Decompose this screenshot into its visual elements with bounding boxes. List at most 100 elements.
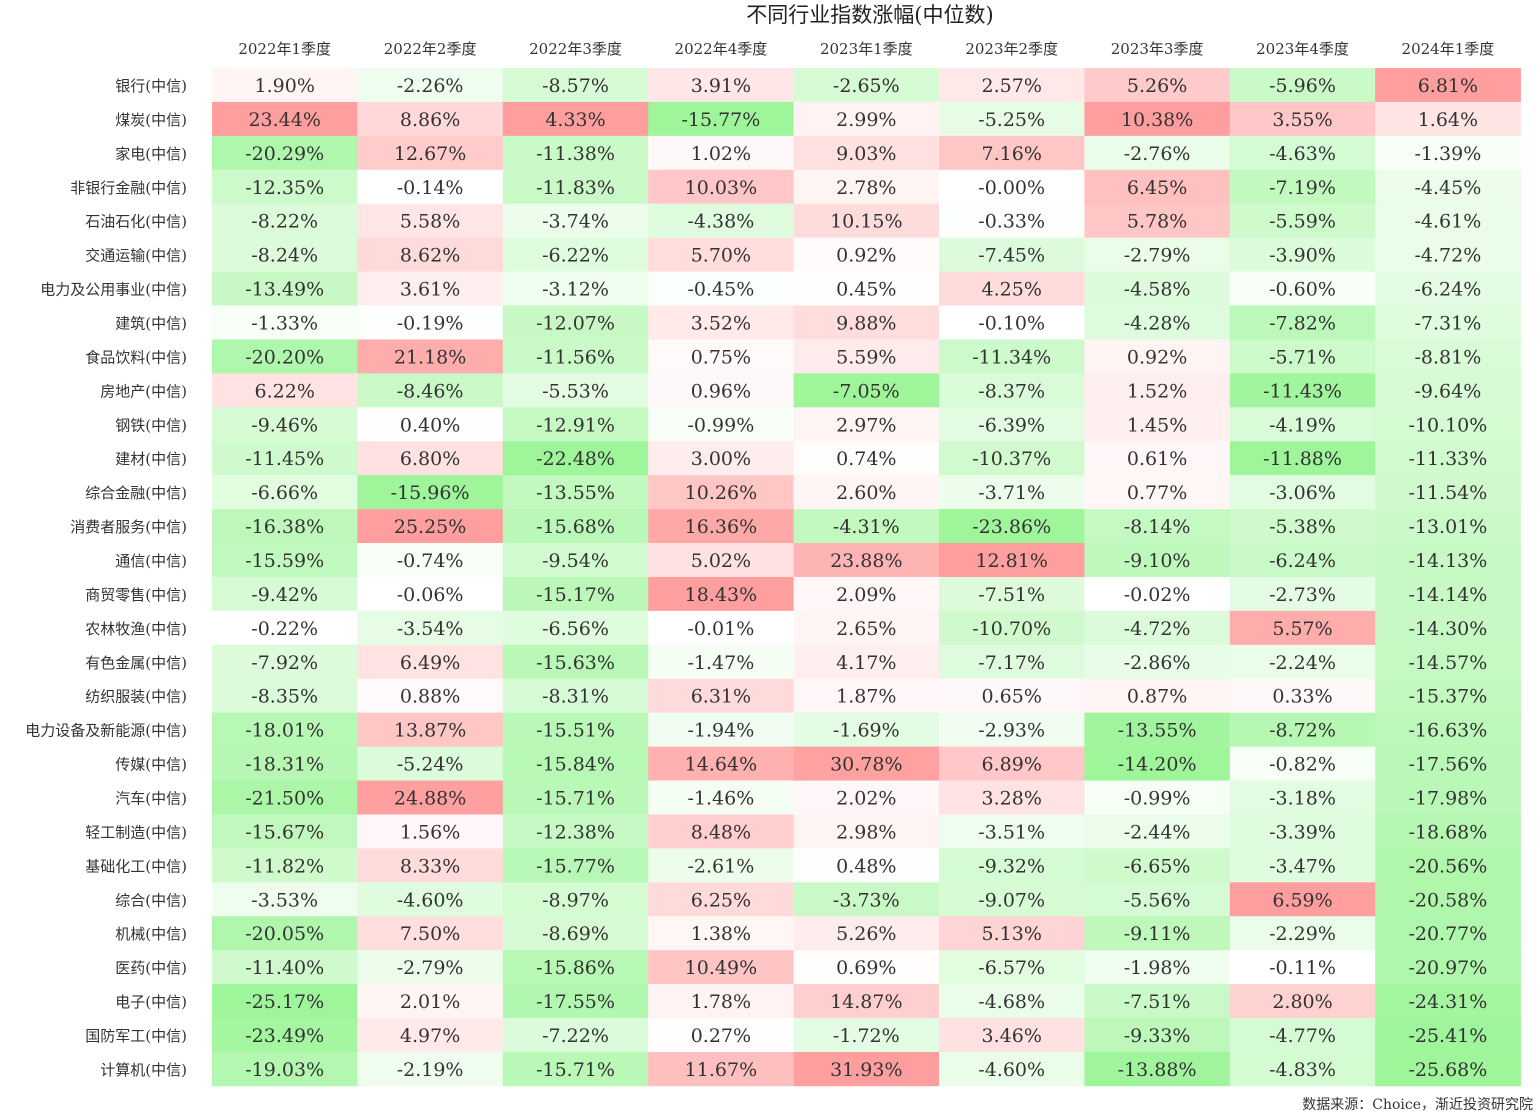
- cell-value: 24.88%: [394, 787, 466, 809]
- heatmap-cell: [1229, 610, 1376, 646]
- cell-value: -7.17%: [978, 652, 1045, 674]
- heatmap-cell: [502, 509, 649, 544]
- heatmap-cell: [1229, 984, 1376, 1019]
- cell-value: -7.51%: [1124, 991, 1191, 1013]
- heatmap-cell: [1084, 644, 1231, 680]
- cell-value: -6.24%: [1415, 279, 1482, 301]
- cell-value: -23.49%: [245, 1025, 324, 1047]
- cell-value: -8.46%: [397, 380, 464, 402]
- heatmap-cell: [212, 237, 358, 272]
- chart-title: 不同行业指数涨幅(中位数): [746, 3, 993, 27]
- cell-value: -15.68%: [536, 516, 615, 538]
- cell-value: -0.06%: [397, 584, 464, 606]
- cell-value: -12.91%: [536, 414, 615, 436]
- heatmap-cell: [1375, 882, 1521, 917]
- heatmap-cell: [1084, 169, 1231, 205]
- cell-value: -1.46%: [688, 787, 755, 809]
- cell-value: -21.50%: [245, 787, 324, 809]
- cell-value: 2.99%: [836, 109, 896, 131]
- cell-value: -20.56%: [1408, 855, 1487, 877]
- heatmap-cell: [793, 543, 940, 578]
- heatmap-cell: [648, 271, 794, 306]
- heatmap-cell: [1229, 169, 1376, 205]
- cell-value: -11.56%: [536, 346, 615, 368]
- heatmap-cell: [357, 1018, 504, 1053]
- heatmap-cell: [648, 984, 794, 1019]
- cell-value: 10.03%: [685, 177, 757, 199]
- heatmap-cell: [1375, 678, 1521, 713]
- cell-value: -5.24%: [397, 754, 464, 776]
- cell-value: -4.77%: [1269, 1025, 1336, 1047]
- cell-value: -1.33%: [251, 312, 318, 334]
- heatmap-cell: [1084, 576, 1231, 612]
- cell-value: 31.93%: [830, 1059, 902, 1081]
- heatmap-cell: [939, 271, 1085, 306]
- heatmap-cell: [502, 407, 649, 442]
- cell-value: -4.31%: [833, 516, 900, 538]
- cell-value: -15.17%: [536, 584, 615, 606]
- heatmap-cell: [1084, 712, 1231, 747]
- heatmap-cell: [793, 882, 940, 917]
- cell-value: -2.79%: [397, 957, 464, 979]
- heatmap-cell: [1229, 712, 1376, 747]
- column-header: 2023年4季度: [1256, 40, 1349, 58]
- cell-value: -10.37%: [972, 448, 1051, 470]
- cell-value: 2.01%: [400, 991, 460, 1013]
- cell-value: 0.74%: [836, 448, 896, 470]
- cell-value: -8.22%: [251, 211, 318, 233]
- cell-value: -15.51%: [536, 720, 615, 742]
- cell-value: -6.65%: [1124, 855, 1191, 877]
- heatmap-cell: [1375, 1051, 1521, 1087]
- cell-value: -25.17%: [245, 991, 324, 1013]
- cell-value: 5.78%: [1127, 211, 1187, 233]
- heatmap-cell: [648, 1018, 794, 1053]
- heatmap-cell: [1084, 441, 1231, 476]
- cell-value: 6.31%: [691, 686, 751, 708]
- cell-value: -7.19%: [1269, 177, 1336, 199]
- cell-value: 0.75%: [691, 346, 751, 368]
- heatmap-cell: [502, 1051, 649, 1087]
- heatmap-cell: [793, 576, 940, 612]
- row-label: 国防军工(中信): [85, 1027, 187, 1045]
- cell-value: -4.60%: [397, 889, 464, 911]
- heatmap-cell: [648, 746, 794, 781]
- heatmap-cell: [1084, 780, 1231, 815]
- cell-value: -0.01%: [688, 618, 755, 640]
- heatmap-cell: [1084, 68, 1231, 103]
- heatmap-cell: [1375, 746, 1521, 781]
- row-label: 电力设备及新能源(中信): [25, 722, 187, 740]
- cell-value: -0.19%: [397, 312, 464, 334]
- heatmap-cell: [212, 68, 358, 103]
- cell-value: 14.87%: [830, 991, 902, 1013]
- heatmap-cell: [648, 373, 794, 408]
- heatmap-cell: [502, 339, 649, 374]
- heatmap-cell: [793, 509, 940, 544]
- heatmap-cell: [502, 712, 649, 747]
- cell-value: -4.45%: [1415, 177, 1482, 199]
- cell-value: 5.26%: [836, 923, 896, 945]
- heatmap-cell: [939, 543, 1085, 578]
- heatmap-cell: [212, 984, 358, 1019]
- cell-value: -3.12%: [542, 279, 609, 301]
- cell-value: 0.88%: [400, 686, 460, 708]
- heatmap-cell: [793, 305, 940, 340]
- heatmap-cell: [357, 441, 504, 476]
- heatmap-cell: [793, 1051, 940, 1087]
- cell-value: 2.02%: [836, 787, 896, 809]
- heatmap-cell: [357, 984, 504, 1019]
- cell-value: -16.38%: [245, 516, 324, 538]
- heatmap-cell: [357, 407, 504, 442]
- cell-value: 11.67%: [685, 1059, 757, 1081]
- heatmap-cell: [1229, 271, 1376, 306]
- cell-value: -6.57%: [978, 957, 1045, 979]
- cell-value: -18.01%: [245, 720, 324, 742]
- cell-value: -4.72%: [1415, 245, 1482, 267]
- cell-value: 4.25%: [982, 279, 1042, 301]
- cell-value: 6.81%: [1418, 75, 1478, 97]
- heatmap-cell: [1229, 1018, 1376, 1053]
- heatmap-cell: [1375, 169, 1521, 205]
- heatmap-cell: [1375, 950, 1521, 985]
- cell-value: -23.86%: [972, 516, 1051, 538]
- row-label: 电子(中信): [115, 993, 187, 1011]
- heatmap-cell: [1084, 1051, 1231, 1087]
